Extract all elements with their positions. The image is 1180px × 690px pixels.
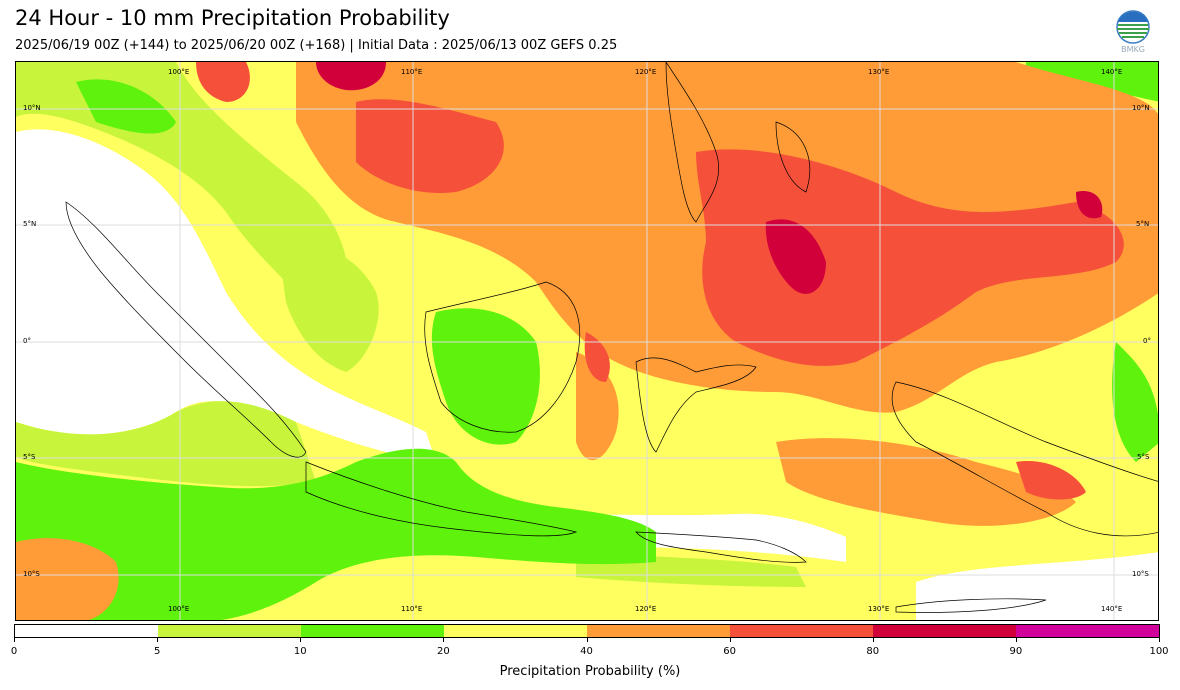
colorbar-tick-mark: [729, 638, 731, 642]
lon-label-bottom: 140°E: [1101, 605, 1123, 613]
colorbar-tick-label: 0: [10, 646, 18, 657]
colorbar-tick-label: 90: [1009, 646, 1023, 657]
lat-label-right: 0°: [1143, 337, 1151, 345]
colorbar-tick-label: 5: [153, 646, 161, 657]
colorbar-tick-mark: [300, 638, 302, 642]
coastlines: [65, 62, 1158, 613]
colorbar-tick-label: 80: [866, 646, 880, 657]
colorbar-tick-label: 10: [293, 646, 307, 657]
svg-text:BMKG: BMKG: [1121, 45, 1145, 54]
lon-label-top: 140°E: [1101, 68, 1123, 76]
lon-label-bottom: 100°E: [168, 605, 190, 613]
colorbar-segment: [730, 625, 873, 637]
lat-label-left: 10°N: [23, 104, 41, 112]
colorbar-segment: [587, 625, 730, 637]
colorbar-tick-mark: [14, 638, 15, 642]
colorbar-tick-mark: [1159, 638, 1160, 642]
colorbar-segment: [15, 625, 158, 637]
lon-label-bottom: 130°E: [868, 605, 890, 613]
lat-label-right: 5°S: [1137, 453, 1150, 461]
colorbar-tick-mark: [1015, 638, 1017, 642]
lon-label-top: 100°E: [168, 68, 190, 76]
lat-label-left: 0°: [23, 337, 31, 345]
lat-label-right: 10°S: [1132, 570, 1149, 578]
colorbar-tick-label: 40: [580, 646, 593, 657]
bmkg-logo-icon: BMKG: [1113, 10, 1153, 56]
colorbar-tick-label: 100: [1149, 646, 1169, 657]
colorbar-segment: [158, 625, 301, 637]
colorbar-tick-label: 60: [723, 646, 736, 657]
colorbar-segment: [1016, 625, 1159, 637]
lat-label-right: 5°N: [1136, 220, 1150, 228]
lat-label-left: 5°S: [23, 453, 36, 461]
lat-label-left: 5°N: [23, 220, 37, 228]
precipitation-map: 100°E 110°E 120°E 130°E 140°E 100°E 110°…: [15, 61, 1159, 621]
lat-label-right: 10°N: [1132, 104, 1150, 112]
colorbar-title: Precipitation Probability (%): [499, 664, 681, 679]
colorbar-segment: [301, 625, 444, 637]
colorbar-segment: [873, 625, 1016, 637]
lon-label-bottom: 110°E: [401, 605, 423, 613]
colorbar-tick-label: 20: [437, 646, 450, 657]
lon-label-top: 110°E: [401, 68, 423, 76]
map-subtitle: 2025/06/19 00Z (+144) to 2025/06/20 00Z …: [15, 38, 618, 53]
colorbar-tick-mark: [872, 638, 874, 642]
map-title: 24 Hour - 10 mm Precipitation Probabilit…: [15, 6, 450, 30]
colorbar-segment: [444, 625, 587, 637]
lat-label-left: 10°S: [23, 570, 40, 578]
lon-label-bottom: 120°E: [635, 605, 657, 613]
colorbar-tick-mark: [586, 638, 588, 642]
probability-colorbar: [14, 624, 1160, 638]
colorbar-tick-mark: [157, 638, 159, 642]
lon-label-top: 130°E: [868, 68, 890, 76]
colorbar-tick-mark: [443, 638, 445, 642]
lon-label-top: 120°E: [635, 68, 657, 76]
probability-field: [16, 62, 1158, 620]
